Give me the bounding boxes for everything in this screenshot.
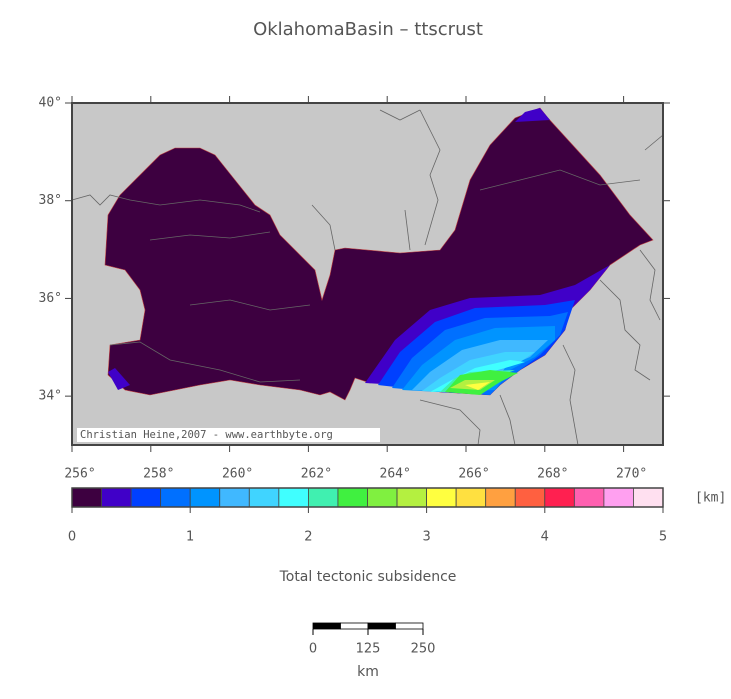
colorbar-swatch — [367, 487, 398, 508]
colorbar-label: 3 — [422, 530, 430, 545]
colorbar-swatch — [248, 487, 280, 508]
colorbar-unit: [km] — [695, 491, 726, 506]
scalebar-segment — [395, 622, 424, 630]
colorbar-swatch — [101, 487, 132, 508]
colorbar-label: 5 — [659, 530, 667, 545]
colorbar-swatch — [485, 487, 516, 508]
colorbar-frame — [71, 487, 664, 508]
subsidence-zone — [515, 108, 550, 122]
colorbar-title: Total tectonic subsidence — [279, 569, 457, 585]
scalebar-segment — [340, 622, 369, 630]
scalebar-label: 250 — [411, 642, 436, 657]
colorbar-swatch — [307, 487, 339, 508]
colorbar-label: 1 — [186, 530, 194, 545]
lon-label: 264° — [380, 467, 411, 482]
colorbar-swatch — [426, 487, 457, 508]
map-frame — [71, 102, 664, 446]
subsidence-zone — [465, 382, 490, 390]
lat-label: 34° — [39, 389, 62, 404]
scalebar-label: 125 — [356, 642, 381, 657]
colorbar-swatch — [278, 487, 309, 508]
credit: Christian Heine,2007 - www.earthbyte.org — [80, 429, 333, 441]
colorbar-label: 4 — [541, 530, 549, 545]
colorbar-swatch — [396, 487, 427, 508]
colorbar-swatch — [130, 487, 162, 508]
credit-box — [77, 428, 380, 442]
colorbar-swatch — [573, 487, 605, 508]
title: OklahomaBasin – ttscrust — [253, 19, 483, 40]
colorbar-swatch — [633, 487, 664, 508]
rivers-borders — [71, 109, 664, 446]
scalebar-segment — [312, 622, 341, 630]
colorbar-swatch — [455, 487, 487, 508]
colorbar-label: 0 — [68, 530, 76, 545]
colorbar-swatch — [544, 487, 575, 508]
lon-label: 268° — [537, 467, 568, 482]
colorbar-swatch — [189, 487, 221, 508]
lon-label: 256° — [64, 467, 95, 482]
colorbar-swatch — [514, 487, 546, 508]
scalebar-segment — [367, 622, 396, 630]
lat-label: 38° — [39, 193, 62, 208]
subsidence-zone — [108, 368, 130, 390]
lon-label: 260° — [222, 467, 253, 482]
colorbar-swatch — [603, 487, 634, 508]
lon-label: 262° — [301, 467, 332, 482]
lon-label: 258° — [143, 467, 174, 482]
lon-label: 270° — [616, 467, 647, 482]
colorbar-swatch — [160, 487, 191, 508]
colorbar-swatch — [219, 487, 250, 508]
lat-label: 36° — [39, 291, 62, 306]
lon-label: 266° — [458, 467, 489, 482]
colorbar-swatch — [71, 487, 102, 508]
lat-label: 40° — [39, 96, 62, 111]
scalebar-label: 0 — [309, 642, 317, 657]
colorbar-label: 2 — [304, 530, 312, 545]
scalebar-unit: km — [357, 664, 379, 680]
colorbar-swatch — [337, 487, 368, 508]
